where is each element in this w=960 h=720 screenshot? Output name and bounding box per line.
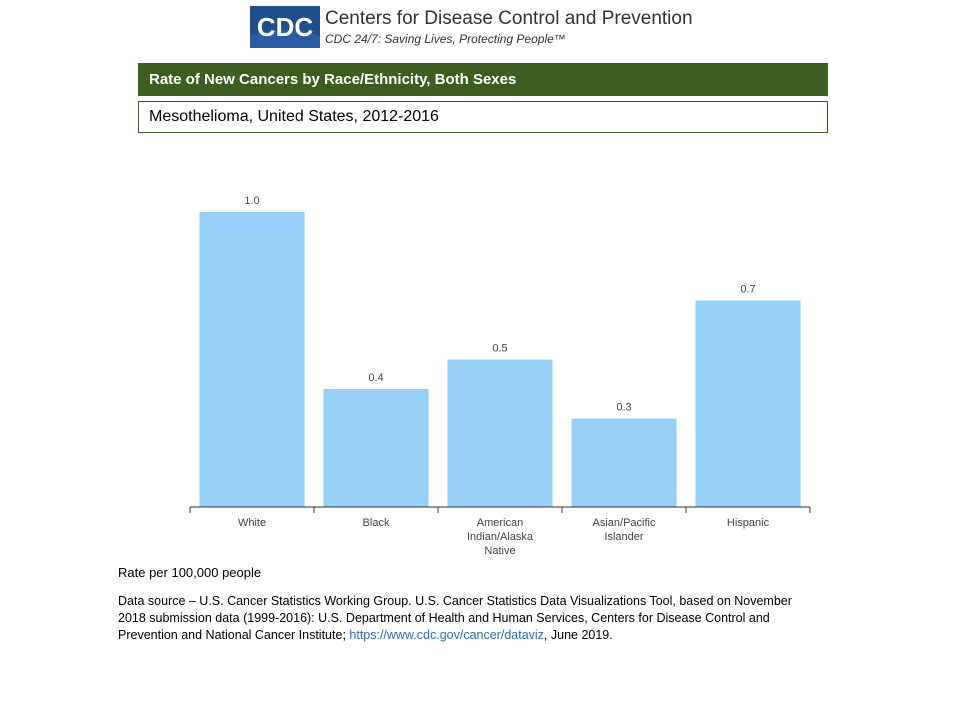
- source-text: Data source – U.S. Cancer Statistics Wor…: [118, 594, 792, 642]
- org-name: Centers for Disease Control and Preventi…: [325, 8, 693, 29]
- bar-value-label-2: 0.5: [492, 343, 507, 355]
- org-tagline: CDC 24/7: Saving Lives, Protecting Peopl…: [325, 32, 566, 46]
- category-label-3-1: Islander: [604, 531, 643, 543]
- category-label-0: White: [238, 517, 266, 529]
- category-label-2-2: Native: [484, 545, 515, 557]
- chart-title: Rate of New Cancers by Race/Ethnicity, B…: [138, 63, 828, 96]
- logo-text: CDC: [257, 12, 314, 42]
- bar-2[interactable]: [447, 359, 553, 508]
- bar-4[interactable]: [695, 300, 801, 508]
- source-link[interactable]: https://www.cdc.gov/cancer/dataviz: [349, 628, 544, 642]
- bar-3[interactable]: [571, 418, 677, 508]
- cdc-header: CDC Centers for Disease Control and Prev…: [250, 6, 730, 50]
- category-label-2-1: Indian/Alaska: [467, 531, 534, 543]
- bar-value-label-4: 0.7: [740, 284, 755, 296]
- category-label-1: Black: [363, 517, 390, 529]
- category-label-4: Hispanic: [727, 517, 770, 529]
- chart-subtitle: Mesothelioma, United States, 2012-2016: [138, 101, 828, 133]
- source-suffix: , June 2019.: [543, 628, 613, 642]
- cdc-logo[interactable]: CDC: [250, 6, 320, 48]
- category-label-3-0: Asian/Pacific: [593, 517, 656, 529]
- bar-value-label-3: 0.3: [616, 402, 631, 414]
- data-source: Data source – U.S. Cancer Statistics Wor…: [118, 593, 818, 644]
- rate-note: Rate per 100,000 people: [118, 565, 262, 580]
- bar-0[interactable]: [199, 212, 305, 507]
- category-label-2-0: American: [477, 517, 523, 529]
- bar-value-label-1: 0.4: [368, 372, 383, 384]
- bar-value-label-0: 1.0: [244, 195, 259, 207]
- bar-chart: 1.0 White 0.4 Black 0.5 American Indian/Alaska…: [189, 195, 811, 557]
- bar-1[interactable]: [323, 389, 429, 507]
- cdc-logo-graphic: CDC: [250, 6, 320, 48]
